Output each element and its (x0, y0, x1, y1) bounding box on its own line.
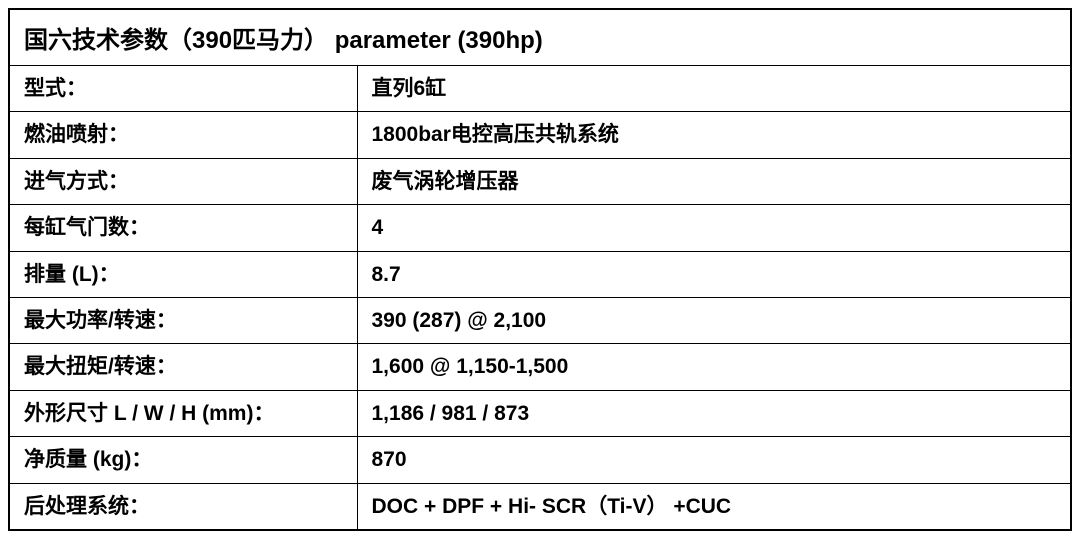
row-label: 排量 (L)： (9, 251, 357, 297)
row-value: DOC + DPF + Hi- SCR（Ti-V） +CUC (357, 483, 1071, 530)
row-value: 1800bar电控高压共轨系统 (357, 112, 1071, 158)
table-row: 每缸气门数： 4 (9, 205, 1071, 251)
table-row: 排量 (L)： 8.7 (9, 251, 1071, 297)
row-label: 最大扭矩/转速： (9, 344, 357, 390)
row-value: 4 (357, 205, 1071, 251)
row-label: 进气方式： (9, 158, 357, 204)
row-value: 废气涡轮增压器 (357, 158, 1071, 204)
table-row: 燃油喷射： 1800bar电控高压共轨系统 (9, 112, 1071, 158)
row-label: 后处理系统： (9, 483, 357, 530)
table-row: 后处理系统： DOC + DPF + Hi- SCR（Ti-V） +CUC (9, 483, 1071, 530)
row-value: 870 (357, 437, 1071, 483)
row-label: 燃油喷射： (9, 112, 357, 158)
row-label: 净质量 (kg)： (9, 437, 357, 483)
table-row: 外形尺寸 L / W / H (mm)： 1,186 / 981 / 873 (9, 390, 1071, 436)
row-label: 最大功率/转速： (9, 297, 357, 343)
table-body: 型式： 直列6缸 燃油喷射： 1800bar电控高压共轨系统 进气方式： 废气涡… (9, 66, 1071, 530)
spec-table: 国六技术参数（390匹马力） parameter (390hp) 型式： 直列6… (8, 8, 1072, 531)
table-row: 型式： 直列6缸 (9, 66, 1071, 112)
table-row: 净质量 (kg)： 870 (9, 437, 1071, 483)
row-value: 直列6缸 (357, 66, 1071, 112)
table-row: 最大扭矩/转速： 1,600 @ 1,150-1,500 (9, 344, 1071, 390)
table-title: 国六技术参数（390匹马力） parameter (390hp) (9, 9, 1071, 66)
row-value: 390 (287) @ 2,100 (357, 297, 1071, 343)
row-value: 8.7 (357, 251, 1071, 297)
row-label: 外形尺寸 L / W / H (mm)： (9, 390, 357, 436)
row-label: 型式： (9, 66, 357, 112)
row-label: 每缸气门数： (9, 205, 357, 251)
row-value: 1,600 @ 1,150-1,500 (357, 344, 1071, 390)
table-row: 最大功率/转速： 390 (287) @ 2,100 (9, 297, 1071, 343)
table-row: 进气方式： 废气涡轮增压器 (9, 158, 1071, 204)
row-value: 1,186 / 981 / 873 (357, 390, 1071, 436)
